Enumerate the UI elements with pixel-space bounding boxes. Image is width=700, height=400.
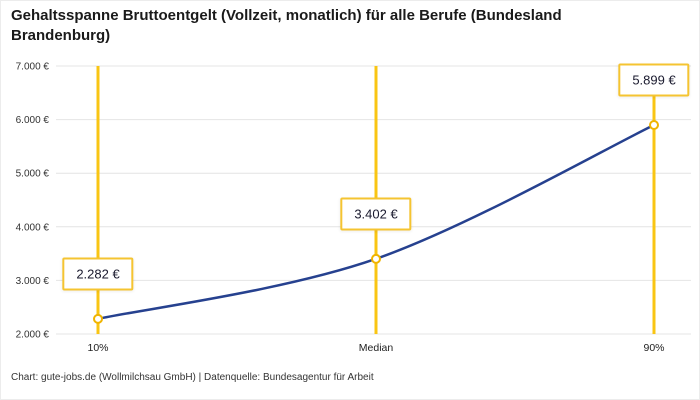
y-axis-tick-label: 7.000 € [16,62,50,73]
data-point-marker [649,120,659,131]
x-axis-label: 10% [87,342,108,354]
chart-title: Gehaltsspanne Bruttoentgelt (Vollzeit, m… [11,7,562,45]
y-axis-tick-label: 5.000 € [16,169,50,180]
annotation-median: 3.402 € [340,197,412,231]
annotation-p10: 2.282 € [62,257,134,291]
y-axis-tick-label: 6.000 € [16,115,50,126]
y-axis-tick-label: 4.000 € [16,222,50,233]
chart-source-footer: Chart: gute-jobs.de (Wollmilchsau GmbH) … [11,372,374,383]
data-point-marker [93,313,103,324]
data-point-marker [371,253,381,264]
x-axis-label: 90% [643,342,664,354]
y-axis-tick-label: 2.000 € [16,330,50,341]
y-axis-tick-label: 3.000 € [16,276,50,287]
annotation-p90: 5.899 € [618,63,690,97]
x-axis-label: Median [359,342,394,354]
